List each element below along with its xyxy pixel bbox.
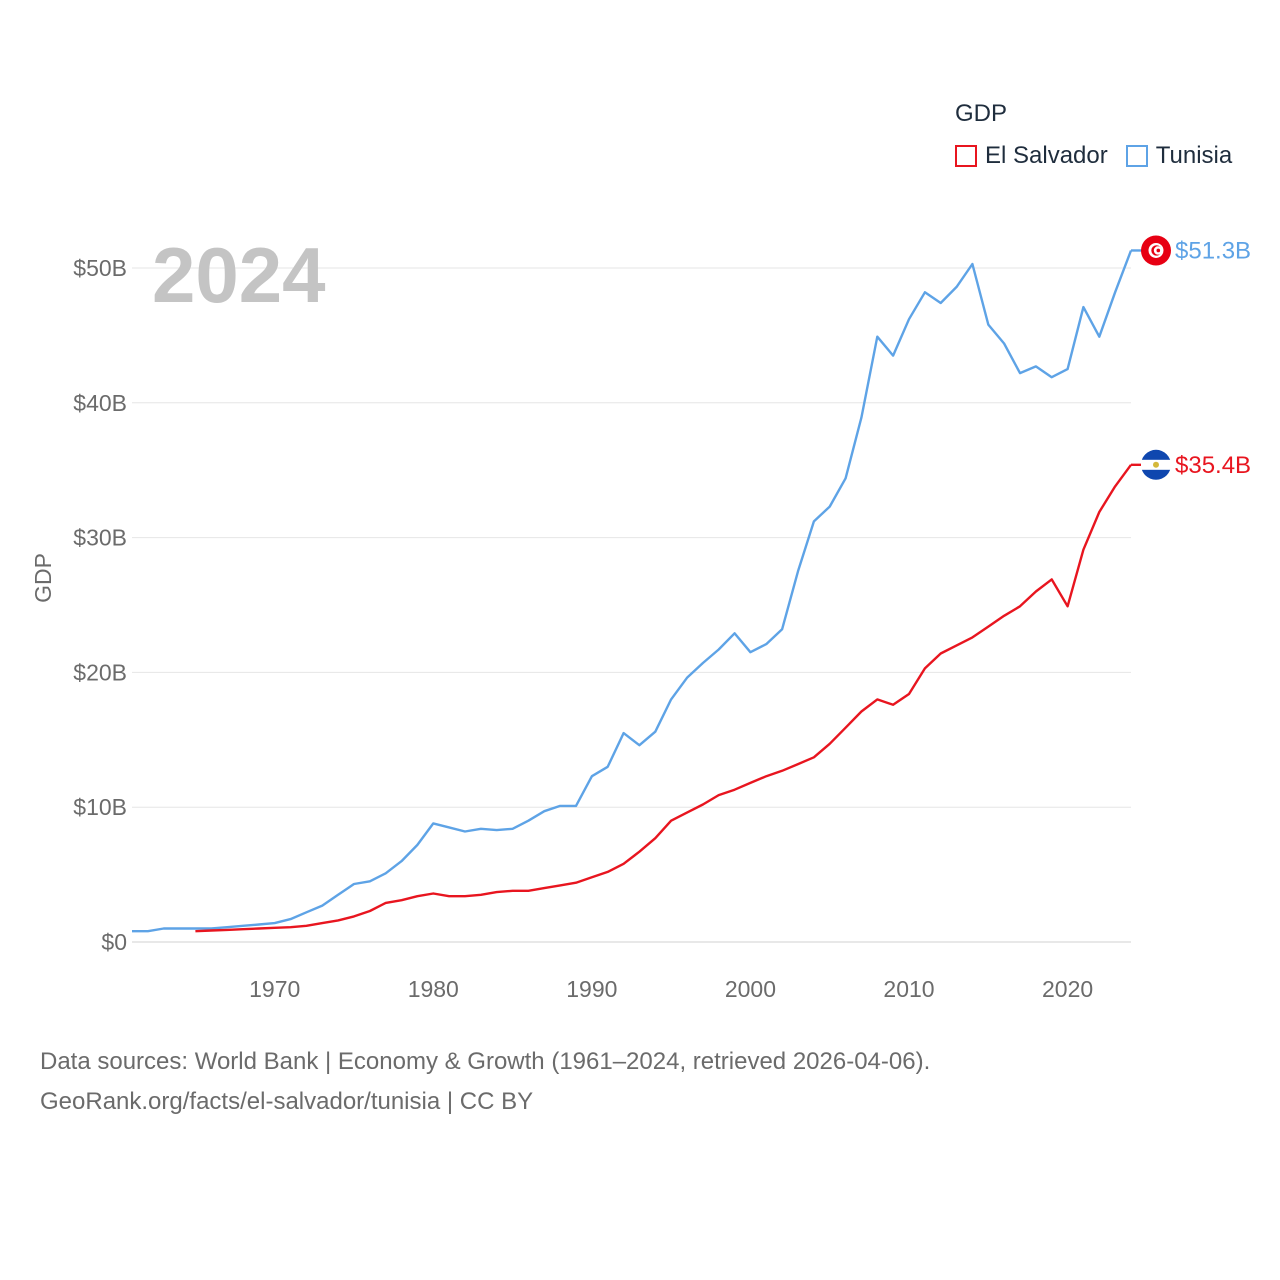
tunisia-flag-star: [1156, 248, 1161, 253]
x-tick-label: 2020: [1042, 976, 1093, 1002]
source-url-text[interactable]: GeoRank.org/facts/el-salvador/tunisia | …: [40, 1088, 534, 1115]
y-tick-label: $40B: [73, 390, 127, 416]
x-tick-label: 2000: [725, 976, 776, 1002]
legend-swatch-el-salvador: [955, 145, 977, 167]
footer: Data sources: World Bank | Economy & Gro…: [40, 1042, 930, 1122]
year-label: 2024: [152, 231, 326, 319]
series-line-el-salvador: [195, 464, 1132, 933]
end-value-label-tunisia: $51.3B: [1175, 237, 1251, 264]
legend: El Salvador Tunisia: [955, 142, 1250, 170]
data-sources-text: Data sources: World Bank | Economy & Gro…: [40, 1048, 931, 1075]
x-tick-label: 2010: [883, 976, 934, 1002]
x-tick-label: 1980: [408, 976, 459, 1002]
y-tick-label: $0: [101, 929, 127, 955]
y-axis-label: GDP: [30, 553, 56, 603]
legend-title: GDP: [955, 100, 1008, 127]
y-tick-label: $20B: [73, 659, 127, 685]
y-tick-label: $10B: [73, 794, 127, 820]
legend-label-el-salvador: El Salvador: [985, 142, 1108, 169]
y-tick-label: $30B: [73, 525, 127, 551]
el-salvador-flag-emblem: [1153, 461, 1159, 468]
gdp-line-chart: $0 $10B $20B $30B $40B $50B 1970 1980 1990 2000 20…: [30, 231, 1251, 1002]
series-line-tunisia: [132, 250, 1133, 933]
legend-label-tunisia: Tunisia: [1155, 142, 1233, 169]
y-tick-label: $50B: [73, 255, 127, 281]
legend-item-tunisia[interactable]: Tunisia: [1125, 142, 1233, 170]
legend-swatch-tunisia: [1125, 145, 1148, 167]
legend-item-el-salvador[interactable]: El Salvador: [955, 142, 1108, 170]
end-value-label-el-salvador: $35.4B: [1175, 452, 1251, 479]
x-tick-label: 1970: [249, 976, 300, 1002]
x-tick-label: 1990: [566, 976, 617, 1002]
